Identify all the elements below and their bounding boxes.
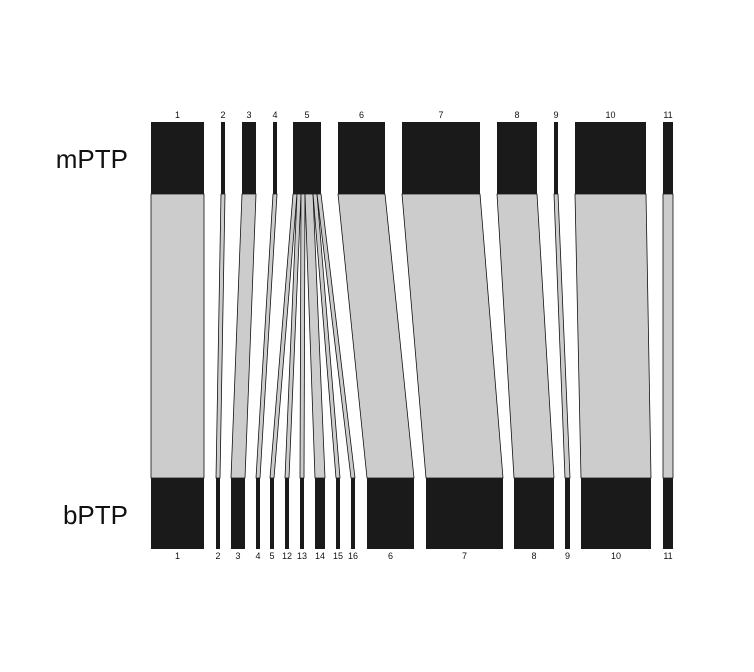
top-block-label-1: 1 [175,110,180,120]
top-block-1 [151,122,204,194]
bottom-block-label-10: 10 [611,551,621,561]
bottom-block-label-9: 9 [565,551,570,561]
bottom-block-label-6: 6 [388,551,393,561]
row-label-bottom: bPTP [63,500,128,530]
link-9-to-9 [553,193,571,479]
bottom-block-label-11: 11 [663,551,672,561]
bottom-block-12 [285,478,289,549]
top-block-6 [338,122,385,194]
top-block-5 [293,122,321,194]
top-block-label-7: 7 [438,110,443,120]
bottom-block-label-13: 13 [297,551,307,561]
bottom-block-label-1: 1 [175,551,180,561]
bottom-block-label-2: 2 [215,551,220,561]
link-3-to-3 [230,193,257,479]
bottom-block-label-14: 14 [315,551,325,561]
bottom-block-3 [231,478,245,549]
top-block-3 [242,122,256,194]
bottom-block-10 [581,478,651,549]
bottom-block-label-5: 5 [269,551,274,561]
top-block-4 [273,122,277,194]
top-block-label-5: 5 [304,110,309,120]
links-layer [150,193,674,479]
link-8-to-8 [496,193,555,479]
bottom-block-6 [367,478,414,549]
top-block-label-8: 8 [514,110,519,120]
top-block-11 [663,122,673,194]
bottom-block-2 [216,478,220,549]
top-block-label-10: 10 [605,110,615,120]
bottom-block-label-7: 7 [462,551,467,561]
bottom-block-label-16: 16 [348,551,358,561]
link-2-to-2 [215,193,226,479]
bottom-block-5 [270,478,274,549]
top-block-label-11: 11 [663,110,672,120]
link-5-to-13 [299,193,306,479]
bottom-block-label-15: 15 [333,551,343,561]
bottom-block-16 [351,478,355,549]
bottom-block-9 [565,478,570,549]
link-7-to-7 [401,193,504,479]
bottom-block-label-4: 4 [255,551,260,561]
bottom-block-11 [663,478,673,549]
bottom-block-1 [151,478,204,549]
link-11-to-11 [662,193,674,479]
bottom-block-14 [315,478,325,549]
top-block-9 [554,122,558,194]
top-block-10 [575,122,646,194]
bottom-block-label-12: 12 [282,551,292,561]
bottom-block-label-3: 3 [235,551,240,561]
link-10-to-10 [574,193,652,479]
bottom-block-8 [514,478,554,549]
blocks-layer: 1 2 3 4 5 6 7 8 9 10 111 2 3 4 5 12 13 14 15 16 6 7 8 9 10 11 [151,110,673,561]
top-block-7 [402,122,480,194]
top-block-8 [497,122,537,194]
row-label-top: mPTP [56,144,128,174]
top-block-label-6: 6 [359,110,364,120]
top-block-label-4: 4 [272,110,277,120]
bottom-block-15 [336,478,340,549]
top-block-label-9: 9 [553,110,558,120]
top-block-label-2: 2 [220,110,225,120]
bottom-block-label-8: 8 [531,551,536,561]
bottom-block-13 [300,478,304,549]
top-block-label-3: 3 [246,110,251,120]
bottom-block-7 [426,478,503,549]
top-block-2 [221,122,225,194]
link-1-to-1 [150,193,205,479]
bottom-block-4 [256,478,260,549]
